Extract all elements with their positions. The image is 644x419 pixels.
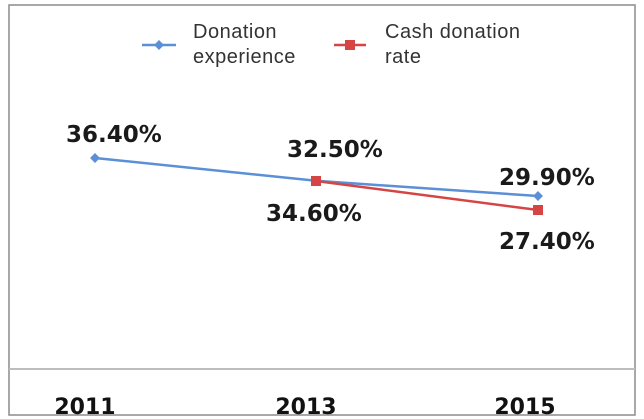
legend-label-cash-donation-rate-line2: rate	[385, 46, 421, 68]
legend-item-cash-donation-rate: Cash donation rate	[334, 21, 520, 68]
x-tick-label-2011: 2011	[54, 395, 115, 419]
data-point-donation-experience-2011	[90, 153, 100, 163]
legend-label-cash-donation-rate-line1: Cash donation	[385, 21, 520, 43]
x-tick-label-2015: 2015	[494, 395, 555, 419]
legend-label-donation-experience-line1: Donation	[193, 21, 277, 43]
data-label-donation-experience-2013: 32.50%	[287, 137, 383, 163]
plot-area	[90, 153, 543, 215]
series-line-cash-donation-rate	[315, 179, 539, 212]
legend-marker-donation-experience	[154, 40, 164, 50]
data-labels: 36.40% 32.50% 29.90% 34.60% 27.40%	[66, 122, 595, 255]
data-label-cash-donation-rate-2015: 27.40%	[499, 229, 595, 255]
data-label-donation-experience-2015: 29.90%	[499, 165, 595, 191]
data-point-cash-donation-rate-2015	[533, 205, 543, 215]
data-label-donation-experience-2011: 36.40%	[66, 122, 162, 148]
legend-marker-cash-donation-rate	[345, 40, 355, 50]
x-axis-ticks: 2011 2013 2015	[54, 395, 555, 419]
legend-label-donation-experience-line2: experience	[193, 46, 296, 68]
x-tick-label-2013: 2013	[275, 395, 336, 419]
legend-item-donation-experience: Donation experience	[142, 21, 296, 68]
data-label-cash-donation-rate-2013: 34.60%	[266, 201, 362, 227]
legend: Donation experience Cash donation rate	[142, 21, 520, 68]
data-point-donation-experience-2015	[533, 191, 543, 201]
data-point-cash-donation-rate-2013	[311, 176, 321, 186]
